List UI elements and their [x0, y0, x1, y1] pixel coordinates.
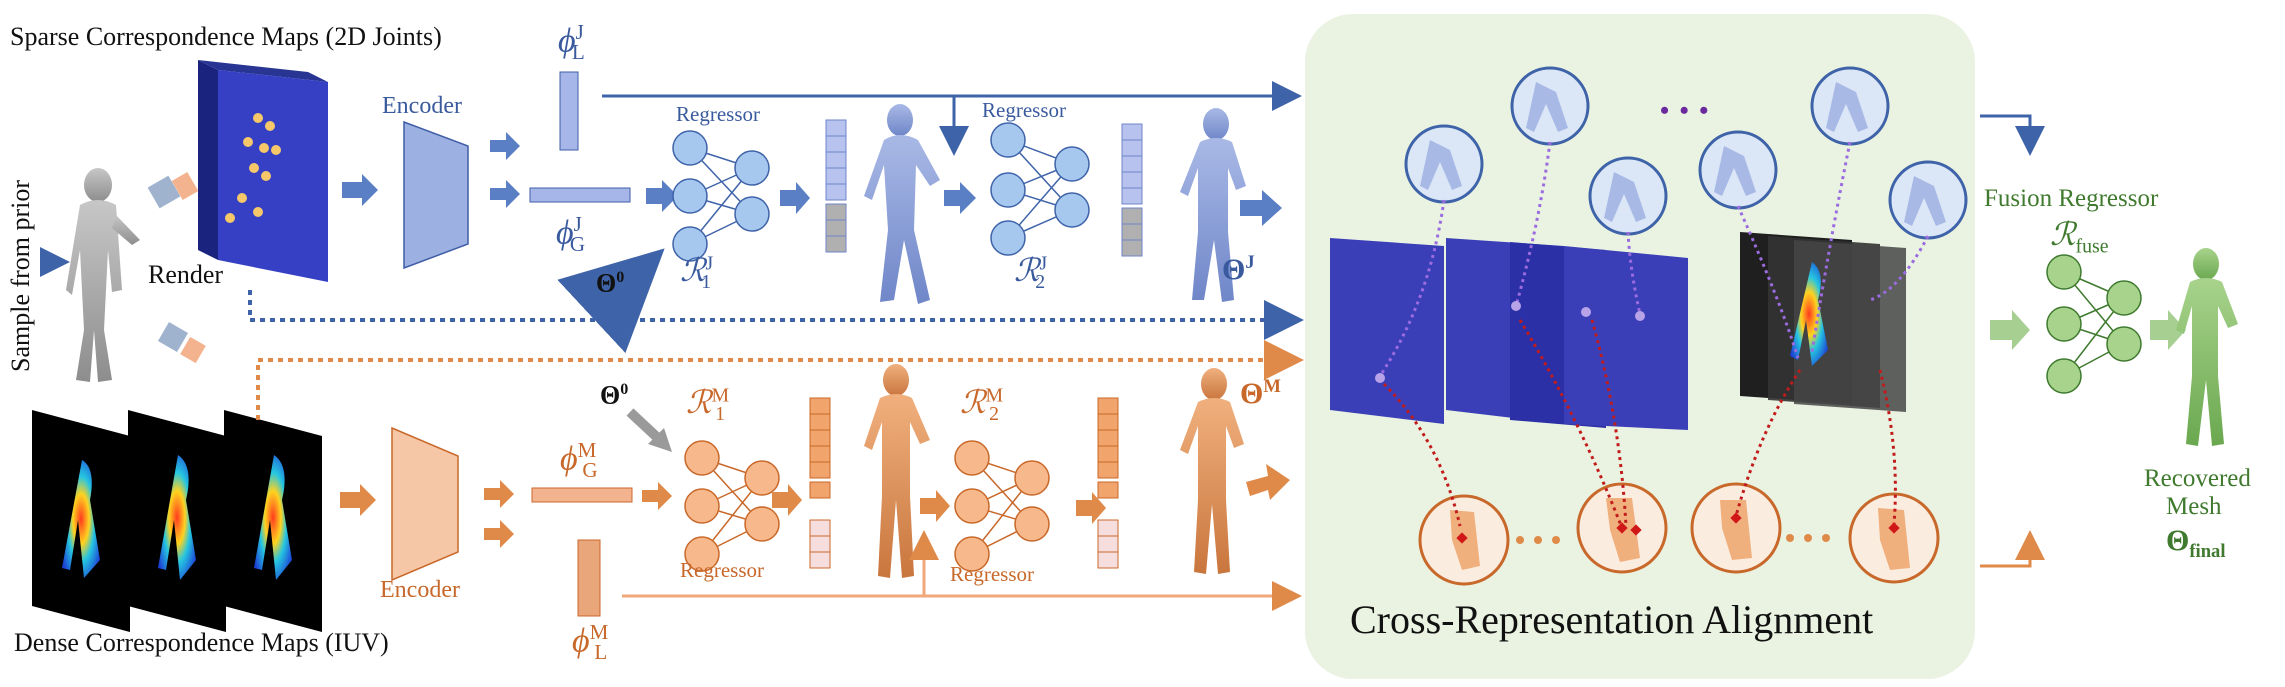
recovered-mesh-label-1: Recovered	[2144, 465, 2251, 492]
joint-dotted-links	[1378, 141, 1930, 377]
mesh-dots	[1456, 512, 1900, 544]
param-stack-top-2	[1121, 123, 1143, 257]
encoder-top-trapezoid	[403, 120, 469, 270]
phi-l-m-block	[577, 539, 601, 617]
regressor-bottom-1	[684, 440, 780, 572]
regressor-bottom-2	[954, 440, 1050, 572]
theta-j-symbol: ΘJ	[1222, 252, 1255, 286]
joint-dots	[1375, 301, 1645, 383]
iuv-map-stack	[32, 410, 322, 632]
phi-g-m-block	[531, 487, 633, 503]
theta0-bottom-head	[648, 428, 672, 452]
recovered-mesh-figure	[2176, 248, 2238, 446]
mesh-dotted-links	[1382, 319, 1897, 529]
sparse-maps-title: Sparse Correspondence Maps (2D Joints)	[10, 22, 442, 51]
cross-alignment-title: Cross-Representation Alignment	[1350, 597, 1874, 642]
render-camera-icon	[147, 171, 206, 364]
fusion-regressor-network	[2046, 254, 2142, 394]
mesh-ellipsis-dots	[1516, 534, 1830, 544]
regressor-top-2	[990, 122, 1090, 256]
blue-human-1	[864, 104, 940, 304]
orange-human-1	[864, 364, 930, 578]
prior-human-figure	[66, 168, 140, 382]
render-label: Render	[148, 260, 224, 289]
encoder-top-label: Encoder	[382, 93, 462, 119]
regressor-bottom-2-label: Regressor	[950, 562, 1034, 586]
regressor-top-2-label: Regressor	[982, 98, 1066, 122]
phi-l-j-symbol: ϕJL	[558, 20, 585, 65]
orange-block-arrows	[340, 464, 1290, 548]
fusion-top-arrow	[1980, 114, 2045, 156]
r1-m-symbol: ℛM1	[686, 384, 730, 426]
sparse-joint-map	[198, 60, 328, 282]
theta0-bottom-symbol: Θ0	[600, 380, 629, 410]
sample-prior-label: Sample from prior	[6, 179, 35, 372]
alignment-ellipsis: • • •	[1660, 96, 1711, 125]
phi-l-m-symbol: ϕML	[572, 620, 609, 665]
param-stack-top-1	[825, 119, 847, 253]
encoder-bottom-trapezoid	[391, 426, 459, 582]
encoder-bottom-label: Encoder	[380, 577, 460, 603]
r1-j-symbol: ℛJ1	[680, 252, 714, 294]
r2-m-symbol: ℛM2	[960, 384, 1004, 426]
fusion-bottom-arrow	[1980, 530, 2045, 568]
regressor-top-1-label: Regressor	[676, 102, 760, 126]
param-stack-bottom-2	[1097, 397, 1119, 569]
theta0-bottom-arrow	[626, 408, 664, 444]
param-stack-bottom-1	[809, 397, 831, 569]
dense-maps-title: Dense Correspondence Maps (IUV)	[14, 628, 389, 657]
phi-l-j-block	[559, 71, 579, 151]
recovered-mesh-label-2: Mesh	[2166, 493, 2222, 520]
alignment-planes	[1330, 232, 1906, 430]
r2-j-symbol: ℛJ2	[1014, 252, 1048, 294]
fusion-regressor-label: Fusion Regressor	[1984, 185, 2159, 212]
dense-dotted-line	[256, 340, 1304, 420]
r-fuse-symbol: ℛfuse	[2050, 216, 2109, 258]
theta-final-symbol: Θfinal	[2166, 524, 2226, 562]
theta0-top-symbol: Θ0	[596, 268, 625, 298]
theta0-top-arrow	[557, 248, 665, 354]
green-block-arrows	[1990, 310, 2186, 350]
theta-m-symbol: ΘM	[1240, 376, 1281, 410]
phi-g-j-symbol: ϕJG	[556, 212, 586, 257]
regressor-bottom-1-label: Regressor	[680, 558, 764, 582]
regressor-top-1	[672, 130, 770, 262]
phi-g-j-block	[529, 187, 631, 203]
sparse-dotted-line	[248, 290, 1304, 340]
orange-human-2	[1180, 368, 1244, 574]
blue-human-2	[1180, 108, 1246, 302]
phi-g-m-symbol: ϕMG	[560, 438, 598, 483]
joint-zoom-legs	[1420, 82, 1946, 226]
blue-block-arrows	[342, 132, 1282, 226]
